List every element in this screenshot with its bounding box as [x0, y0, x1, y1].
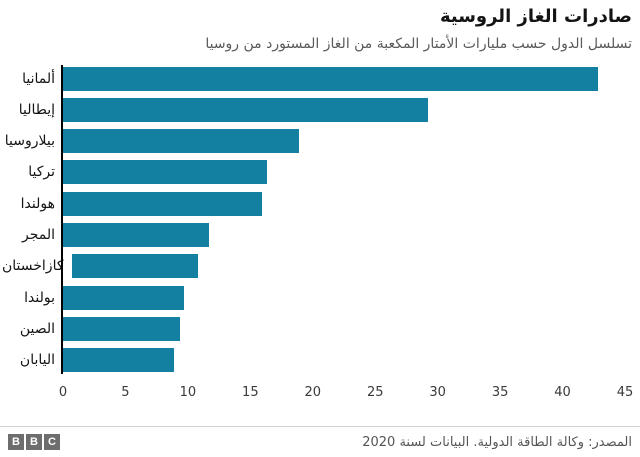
bar [63, 191, 262, 216]
bar-track [63, 316, 625, 341]
page-title: صادرات الغاز الروسية [439, 6, 632, 27]
bar [63, 97, 428, 122]
bbc-logo-block: B [8, 434, 24, 450]
bar [63, 66, 598, 91]
country-label: ألمانيا [22, 70, 55, 87]
bar-row: الصين [0, 313, 640, 344]
bbc-logo-block: B [26, 434, 42, 450]
bar-row: هولندا [0, 188, 640, 219]
bar-row: تركيا [0, 157, 640, 188]
bar [63, 285, 185, 310]
country-label: بيلاروسيا [4, 133, 55, 150]
x-tick-label: 35 [491, 384, 509, 400]
bar-track [63, 66, 625, 91]
country-label: كازاخستان [2, 258, 64, 275]
chart-footer: B B C المصدر: وكالة الطاقة الدولية. البي… [0, 426, 640, 457]
country-label: الصين [19, 320, 55, 337]
y-axis-line [61, 64, 63, 374]
bar-row: ألمانيا [0, 63, 640, 94]
bar-row: بيلاروسيا [0, 125, 640, 156]
country-label: إيطاليا [18, 101, 55, 118]
country-label: تركيا [28, 164, 55, 181]
country-label: هولندا [20, 195, 55, 212]
x-tick-label: 0 [58, 384, 68, 400]
bar-track [63, 97, 625, 122]
source-text: المصدر: وكالة الطاقة الدولية. البيانات ل… [362, 434, 632, 450]
x-tick-label: 10 [179, 384, 197, 400]
bar-rows: ألمانيا إيطاليا بيلاروسيا تركيا هولندا المجر ك… [0, 63, 640, 376]
chart-header: صادرات الغاز الروسية تسلسل الدول حسب ملي… [0, 0, 640, 55]
bar [63, 348, 175, 373]
bar-track [63, 348, 625, 373]
bar-row: اليابان [0, 345, 640, 376]
bar-chart: ألمانيا إيطاليا بيلاروسيا تركيا هولندا المجر ك… [0, 63, 640, 403]
bbc-logo-block: C [44, 434, 60, 450]
x-tick-label: 45 [616, 384, 634, 400]
bar-row: كازاخستان [0, 251, 640, 282]
bar-track [63, 129, 625, 154]
bar-row: بولندا [0, 282, 640, 313]
bar-track [63, 285, 625, 310]
x-tick-label: 30 [429, 384, 446, 400]
country-label: اليابان [19, 352, 55, 369]
country-label: المجر [21, 227, 55, 244]
x-tick-label: 15 [242, 384, 259, 400]
bar [63, 160, 267, 185]
x-tick-label: 25 [366, 384, 384, 400]
bar [71, 254, 199, 279]
x-axis: 0 5 10 15 20 25 30 35 40 45 [59, 381, 633, 403]
bar-row: المجر [0, 219, 640, 250]
bar [63, 316, 181, 341]
bar [63, 129, 300, 154]
x-tick-label: 5 [121, 384, 130, 400]
x-tick-label: 20 [304, 384, 322, 400]
bbc-logo: B B C [8, 434, 60, 450]
bar [63, 223, 210, 248]
chart-subtitle: تسلسل الدول حسب مليارات الأمتار المكعبة … [205, 36, 632, 53]
bar-track [63, 223, 625, 248]
bar-track [63, 191, 625, 216]
bar-row: إيطاليا [0, 94, 640, 125]
bar-track [63, 160, 625, 185]
x-tick-label: 40 [554, 384, 571, 400]
bar-track [71, 254, 626, 279]
country-label: بولندا [24, 289, 55, 306]
